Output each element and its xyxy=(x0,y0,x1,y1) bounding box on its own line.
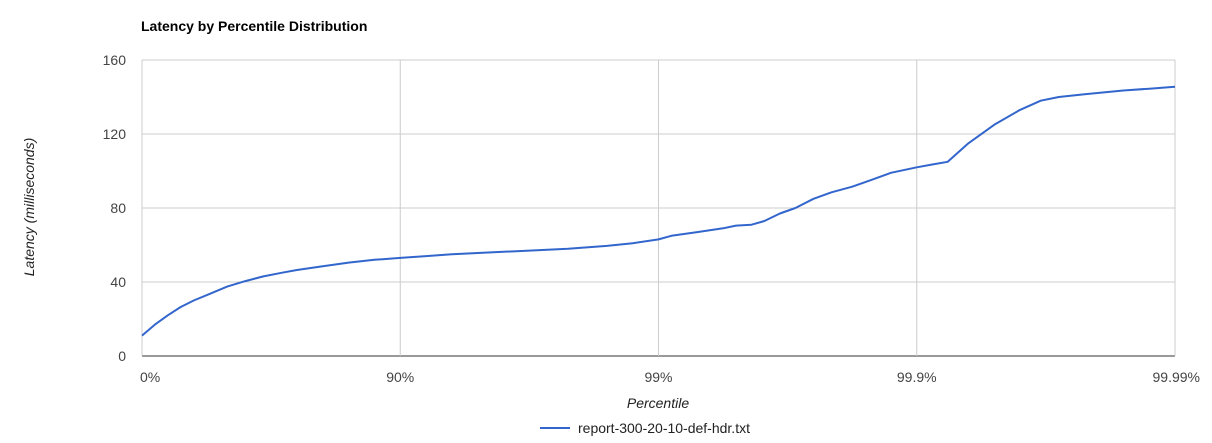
y-axis-ticks: 0 40 80 120 160 xyxy=(103,52,127,364)
y-tick-label: 160 xyxy=(103,52,127,68)
x-tick-label: 90% xyxy=(386,369,414,385)
y-tick-label: 40 xyxy=(110,274,126,290)
x-axis-title: Percentile xyxy=(627,395,689,411)
y-axis-title: Latency (milliseconds) xyxy=(21,138,37,277)
legend-label: report-300-20-10-def-hdr.txt xyxy=(578,420,750,436)
x-tick-label: 99.9% xyxy=(897,369,937,385)
y-tick-label: 0 xyxy=(118,348,126,364)
y-tick-label: 80 xyxy=(110,200,126,216)
x-axis-ticks: 0% 90% 99% 99.9% 99.99% xyxy=(140,369,1200,385)
series-line xyxy=(141,85,1176,337)
x-tick-label: 99.99% xyxy=(1153,369,1200,385)
y-tick-label: 120 xyxy=(103,126,127,142)
chart-title: Latency by Percentile Distribution xyxy=(141,18,367,34)
x-tick-label: 99% xyxy=(644,369,672,385)
legend: report-300-20-10-def-hdr.txt xyxy=(540,420,750,436)
series-lines xyxy=(141,85,1176,337)
x-tick-label: 0% xyxy=(140,369,160,385)
gridlines xyxy=(141,59,1176,357)
